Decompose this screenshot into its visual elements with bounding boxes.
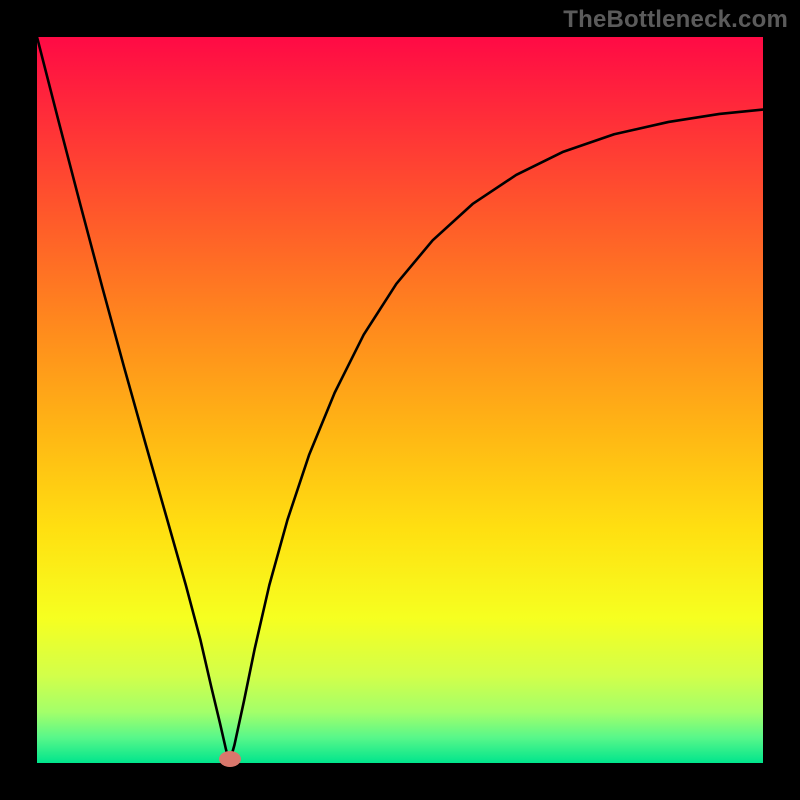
watermark-text: TheBottleneck.com — [563, 6, 788, 34]
plot-area — [37, 37, 763, 763]
chart-frame: TheBottleneck.com — [0, 0, 800, 800]
bottleneck-curve — [37, 37, 763, 763]
optimal-point-marker — [219, 751, 241, 767]
